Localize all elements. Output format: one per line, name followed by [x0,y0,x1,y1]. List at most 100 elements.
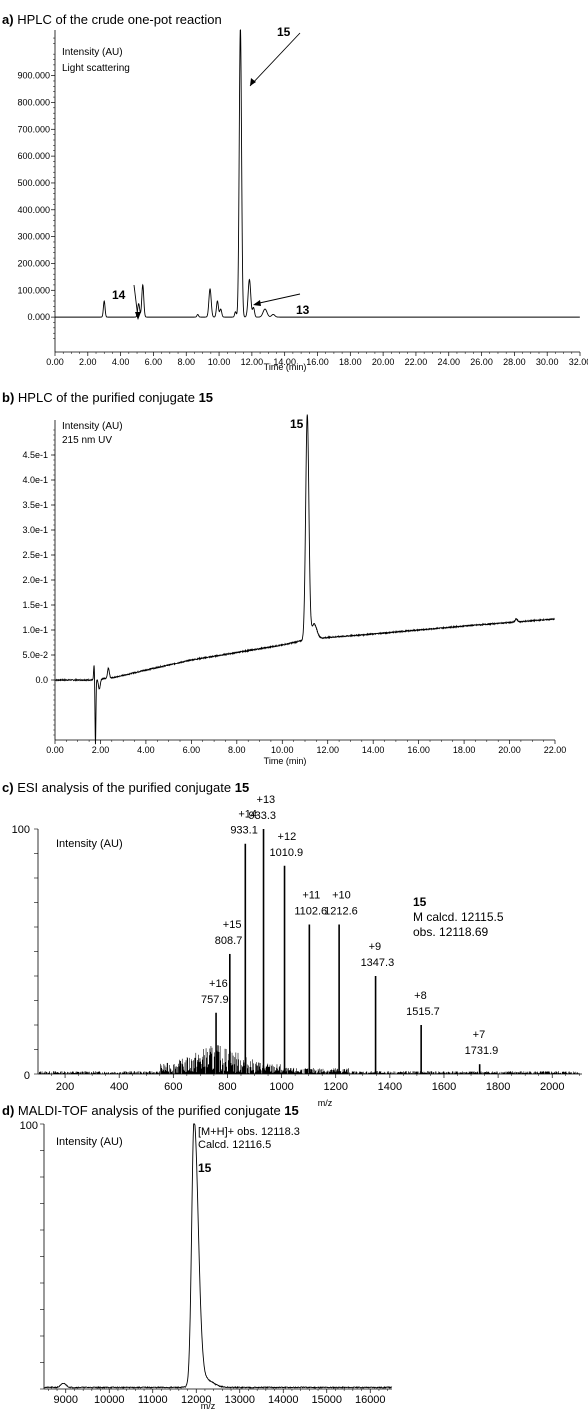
panel-c-compound: 15 [413,895,427,909]
panel-a-x-tick-label: 26.00 [470,357,493,367]
panel-b-x-tick-label: 8.00 [228,745,246,755]
panel-b-y-tick-label: 3.5e-1 [22,500,48,510]
panel-a-y-tick-label: 200.000 [17,258,50,268]
panel-c-obs: obs. 12118.69 [413,925,489,939]
panel-c-x-tick-label: 200 [56,1081,74,1093]
panel-d-x-tick-label: 11000 [138,1394,168,1406]
panel-b-y-tick-label: 3.0e-1 [22,525,48,535]
panel-b-x-tick-label: 10.00 [271,745,294,755]
panel-a-x-tick-label: 0.00 [46,357,64,367]
panel-a-x-tick-label: 4.00 [112,357,130,367]
panel-b-x-tick-label: 0.00 [46,745,64,755]
panel-b-title: b) HPLC of the purified conjugate 15 [2,390,213,405]
panel-d-trace [43,1123,393,1389]
panel-d-x-tick-label: 14000 [268,1394,299,1406]
panel-a-arrowhead-15 [250,78,256,86]
panel-b-y-tick-label: 4.5e-1 [22,450,48,460]
panel-d-title: d) MALDI-TOF analysis of the purified co… [2,1103,299,1118]
panel-c-peak-charge: +8 [414,990,427,1002]
panel-a-y-tick-label: 0.000 [27,312,50,322]
panel-a-y-tick-label: 600.000 [17,151,50,161]
panel-c-x-tick-label: 1400 [378,1081,402,1093]
panel-c-peak-charge: +7 [473,1029,486,1041]
panel-c: c) ESI analysis of the purified conjugat… [2,780,582,1108]
panel-a-arrow-15 [249,32,301,87]
panel-d: d) MALDI-TOF analysis of the purified co… [2,1103,393,1411]
panel-c-peak-mz: 933.3 [249,810,277,822]
panel-c-ylabel: Intensity (AU) [56,838,123,850]
panel-a-y-tick-label: 300.000 [17,232,50,242]
panel-a-x-tick-label: 20.00 [372,357,395,367]
panel-d-ylabel: Intensity (AU) [56,1136,123,1148]
panel-b-label-15: 15 [290,417,304,431]
panel-b: b) HPLC of the purified conjugate 15 0.0… [2,390,566,766]
panel-b-x-tick-label: 22.00 [544,745,567,755]
panel-c-x-tick-label: 1200 [323,1081,347,1093]
panel-d-y-top: 100 [20,1120,38,1132]
panel-b-x-tick-label: 18.00 [453,745,476,755]
panel-c-peak-mz: 1212.6 [324,906,358,918]
panel-a-x-tick-label: 2.00 [79,357,97,367]
panel-a-label-13: 13 [296,303,310,317]
panel-c-calc: M calcd. 12115.5 [413,910,504,924]
panel-a-x-tick-label: 10.00 [208,357,231,367]
panel-c-peak-charge: +10 [332,890,351,902]
panel-b-x-tick-label: 2.00 [92,745,110,755]
panel-d-compound: 15 [198,1161,212,1175]
panel-b-trace [54,414,555,745]
panel-a-chromatogram-line [55,29,580,318]
panel-b-axes: 0.00 2.00 4.00 6.00 8.00 10.00 12.00 14.00 16.00… [22,420,566,755]
panel-b-xlabel: Time (min) [264,756,307,766]
panel-b-x-tick-label: 4.00 [137,745,155,755]
panel-d-axes: 9000 10000 11000 12000 13000 14000 15000 16000 [40,1123,392,1406]
panel-a-label-15: 15 [277,25,291,39]
panel-b-chromatogram-line [54,414,555,745]
panel-b-y-tick-label: 4.0e-1 [22,475,48,485]
panel-a-y-tick-label: 400.000 [17,205,50,215]
panel-d-x-tick-label: 9000 [54,1394,78,1406]
panel-d-xlabel: m/z [201,1401,216,1411]
panel-c-x-tick-label: 600 [164,1081,182,1093]
panel-b-ylabel: Intensity (AU) [62,421,123,432]
panel-c-x-tick-label: 2000 [540,1081,564,1093]
panel-a-x-tick-label: 22.00 [405,357,428,367]
panel-a: a) HPLC of the crude one-pot reaction 0.… [2,12,588,372]
panel-c-peak-mz: 933.1 [230,825,258,837]
panel-c-peak-charge: +13 [257,794,276,806]
panel-c-x-tick-label: 800 [218,1081,236,1093]
panel-c-y-zero: 0 [24,1070,30,1082]
panel-c-x-tick-label: 400 [110,1081,128,1093]
panel-a-y-tick-label: 100.000 [17,285,50,295]
panel-d-x-tick-label: 16000 [355,1394,386,1406]
panel-c-peak-charge: +14 [238,809,257,821]
panel-a-y-tick-label: 700.000 [17,124,50,134]
panel-b-x-tick-label: 14.00 [362,745,385,755]
panel-a-label-14: 14 [112,288,126,302]
panel-a-x-tick-label: 18.00 [339,357,362,367]
panel-d-x-tick-label: 12000 [181,1394,212,1406]
panel-c-peak-mz: 1515.7 [406,1006,440,1018]
panel-c-axes: 200 400 600 800 1000 1200 1400 1600 1800 2000 [34,828,582,1093]
panel-a-x-tick-label: 28.00 [503,357,526,367]
panel-c-y-top: 100 [12,824,30,836]
panel-c-peak-charge: +9 [369,941,382,953]
panel-c-peak-charge: +11 [302,890,320,902]
panel-a-x-tick-label: 24.00 [437,357,460,367]
panel-a-y-tick-label: 900.000 [17,71,50,81]
panel-b-y-tick-label: 1.0e-1 [22,625,48,635]
panel-c-peak-mz: 1731.9 [465,1045,499,1057]
panel-b-x-tick-label: 16.00 [407,745,430,755]
panel-c-peak-mz: 808.7 [215,935,243,947]
panel-c-peak-mz: 1010.9 [270,847,304,859]
panel-d-x-tick-label: 15000 [311,1394,342,1406]
panel-d-spectrum-line [43,1123,393,1389]
panel-b-x-tick-label: 12.00 [316,745,339,755]
panel-a-arrowhead-13 [253,300,261,306]
panel-b-y-tick-label: 2.5e-1 [22,550,48,560]
panel-b-y-tick-label: 0.0 [35,675,48,685]
panel-d-x-tick-label: 10000 [94,1394,125,1406]
panel-a-detector: Light scattering [62,63,130,74]
panel-d-obs: [M+H]+ obs. 12118.3 [198,1126,300,1138]
panel-c-title: c) ESI analysis of the purified conjugat… [2,780,249,795]
